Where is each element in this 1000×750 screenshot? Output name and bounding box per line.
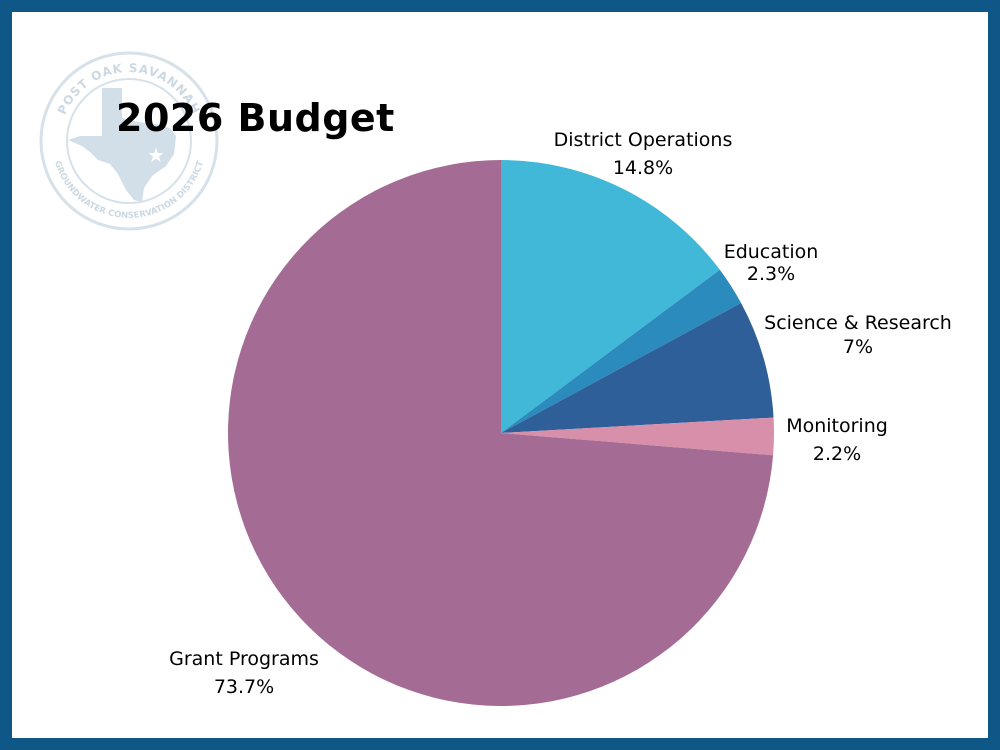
slice-value-science-research: 7% — [843, 336, 873, 358]
slice-value-monitoring: 2.2% — [813, 443, 861, 465]
slice-value-education: 2.3% — [747, 263, 795, 285]
pie-slice-grant-programs — [228, 160, 774, 706]
slice-label-monitoring: Monitoring — [786, 415, 888, 437]
slice-label-education: Education — [724, 241, 819, 263]
pie-slice-science-research — [501, 302, 774, 433]
pie-slice-district-operations — [501, 160, 720, 433]
slice-label-district-operations: District Operations — [554, 129, 733, 151]
slice-value-grant-programs: 73.7% — [214, 676, 274, 698]
slice-label-science-research: Science & Research — [764, 312, 952, 334]
chart-title: 2026 Budget — [116, 96, 395, 140]
pie-slice-monitoring — [501, 417, 774, 456]
pie-slice-education — [501, 269, 742, 433]
slice-label-grant-programs: Grant Programs — [169, 648, 319, 670]
seal-star-icon: ★ — [147, 143, 165, 167]
texas-outline-icon — [68, 88, 176, 202]
district-seal-logo: ★ POST OAK SAVANNAH GROUNDWATER CONSERVA… — [39, 51, 219, 231]
slice-value-district-operations: 14.8% — [613, 157, 673, 179]
